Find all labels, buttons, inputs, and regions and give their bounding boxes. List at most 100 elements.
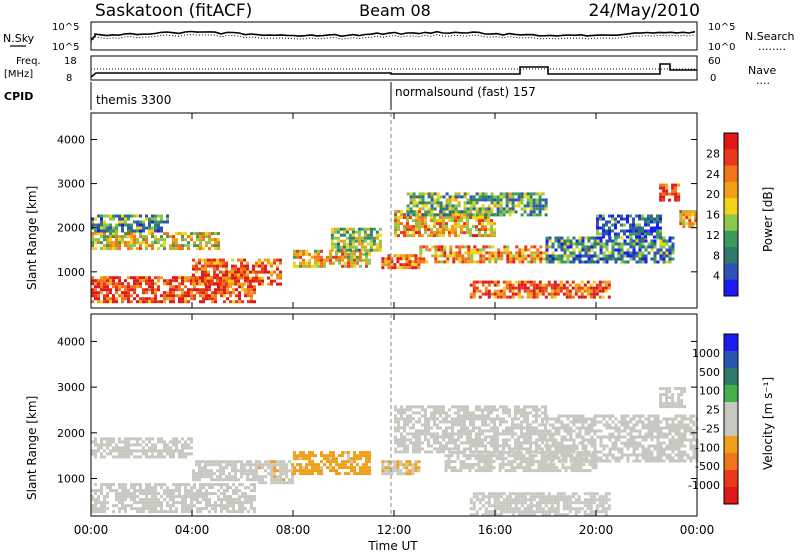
noise-tick-top-right: 10^5 <box>708 22 735 33</box>
power-region-14 <box>659 183 681 202</box>
power-region-15 <box>679 210 698 229</box>
power-region-8 <box>394 210 496 238</box>
colorbar-segment <box>724 149 738 167</box>
colorbar-tick-label: 8 <box>713 249 720 262</box>
colorbar-tick-label: 24 <box>706 168 720 181</box>
x-tick-label: 00:00 <box>680 523 715 537</box>
noise-tick-top-left: 10^5 <box>52 22 79 33</box>
colorbar-tick-label: -25 <box>702 422 720 435</box>
freq-unit-label: [MHz] <box>4 69 33 80</box>
freq-tick-top-right: 60 <box>708 56 721 67</box>
velocity-region-3 <box>192 460 258 482</box>
x-tick-label: 16:00 <box>478 523 513 537</box>
noise-tick-bottom-left: 10^5 <box>52 42 79 53</box>
y-tick-label: 4000 <box>57 335 85 348</box>
velocity-region-9 <box>469 492 611 517</box>
x-tick-label: 08:00 <box>276 523 311 537</box>
y-tick-label: 1000 <box>57 473 85 486</box>
noise-search-legend: ........ <box>758 40 786 53</box>
time-x-ticks: 00:00 04:00 08:00 12:00 16:00 20:00 00:00 <box>74 113 715 537</box>
colorbar-segment <box>724 402 738 420</box>
station-title: Saskatoon (fitACF) <box>95 1 252 21</box>
colorbar-segment <box>724 214 738 232</box>
noise-search-label: N.Search <box>745 30 795 43</box>
date-title: 24/May/2010 <box>589 1 701 21</box>
colorbar-segment <box>724 436 738 454</box>
freq-label: Freq. <box>16 56 41 67</box>
velocity-region-5 <box>293 451 371 476</box>
noise-search-series <box>90 33 696 43</box>
x-tick-label: 04:00 <box>175 523 210 537</box>
velocity-region-7 <box>394 405 547 454</box>
colorbar-segment <box>724 279 738 297</box>
colorbar-segment <box>724 165 738 183</box>
colorbar-tick-label: 12 <box>706 229 720 242</box>
colorbar-segment <box>724 351 738 369</box>
colorbar-segment <box>724 385 738 403</box>
noise-tick-bottom-right: 10^0 <box>708 42 735 53</box>
colorbar-tick-label: 1000 <box>692 347 720 360</box>
cpid-segment-1: themis 3300 <box>96 93 171 107</box>
freq-tick-top-left: 18 <box>64 56 77 67</box>
colorbar-segment <box>724 247 738 264</box>
freq-tick-bottom-right: 0 <box>710 73 716 84</box>
colorbar-tick-label: 16 <box>706 209 720 222</box>
colorbar-tick-label: -500 <box>695 460 720 473</box>
power-region-2 <box>192 258 282 286</box>
freq-tick-bottom-left: 8 <box>66 73 72 84</box>
power-region-9 <box>406 192 548 217</box>
velocity-data-marks <box>91 387 699 517</box>
velocity-region-6 <box>381 460 421 476</box>
velocity-region-11 <box>659 387 687 409</box>
noise-sky-series <box>90 30 696 41</box>
power-colorbar: 4 8 12 16 20 24 28 <box>706 132 739 297</box>
power-region-5 <box>293 249 371 268</box>
colorbar-segment <box>724 419 738 437</box>
power-region-11 <box>469 280 611 299</box>
colorbar-segment <box>724 198 738 215</box>
cpid-segment-2: normalsound (fast) 157 <box>395 85 536 99</box>
colorbar-segment <box>724 334 738 352</box>
velocity-y-axis-label: Slant Range [km] <box>25 396 39 500</box>
velocity-region-2 <box>91 437 193 459</box>
power-region-6 <box>330 227 382 252</box>
freq-series <box>90 63 697 78</box>
noise-sky-label: N.Sky <box>3 32 35 45</box>
noise-panel: N.Sky 10^5 10^5 10^5 10^0 N.Search .....… <box>3 21 795 53</box>
y-tick-label: 2000 <box>57 427 85 440</box>
power-y-axis-label: Slant Range [km] <box>25 186 39 290</box>
power-region-4 <box>91 214 169 233</box>
velocity-y-ticks: 1000 2000 3000 4000 <box>57 335 697 486</box>
colorbar-tick-label: 20 <box>706 188 720 201</box>
velocity-colorbar-label: Velocity [m s⁻¹] <box>761 377 775 470</box>
power-panel: 1000 2000 3000 4000 Slant Range [km] 4 8 12 16… <box>25 112 775 309</box>
colorbar-tick-label: 500 <box>699 366 720 379</box>
colorbar-segment <box>724 470 738 488</box>
power-data-marks <box>91 183 698 304</box>
y-tick-label: 2000 <box>57 222 85 235</box>
x-tick-label: 12:00 <box>377 523 412 537</box>
colorbar-segment <box>724 263 738 281</box>
power-region-13 <box>596 214 662 239</box>
power-region-7 <box>381 254 421 270</box>
colorbar-segment <box>724 133 738 150</box>
y-tick-label: 4000 <box>57 133 85 146</box>
x-tick-label: 20:00 <box>579 523 614 537</box>
colorbar-segment <box>724 453 738 471</box>
colorbar-tick-label: -1000 <box>688 479 720 492</box>
colorbar-tick-label: -100 <box>695 441 720 454</box>
y-tick-label: 1000 <box>57 266 85 279</box>
colorbar-segment <box>724 230 738 248</box>
velocity-panel: 1000 2000 3000 4000 Slant Range [km] 1000 50… <box>25 313 775 517</box>
beam-title: Beam 08 <box>359 1 431 20</box>
power-region-12 <box>545 236 675 264</box>
freq-panel: Freq. [MHz] 18 8 60 0 Nave .... <box>4 55 776 87</box>
colorbar-segment <box>724 368 738 386</box>
colorbar-tick-label: 28 <box>706 147 720 160</box>
nave-label: Nave <box>748 64 776 77</box>
power-colorbar-label: Power [dB] <box>761 187 775 252</box>
velocity-colorbar: 1000 500 100 25 -25 -100 -500 -1000 <box>688 333 739 505</box>
colorbar-tick-label: 100 <box>699 385 720 398</box>
velocity-region-1 <box>91 483 256 514</box>
